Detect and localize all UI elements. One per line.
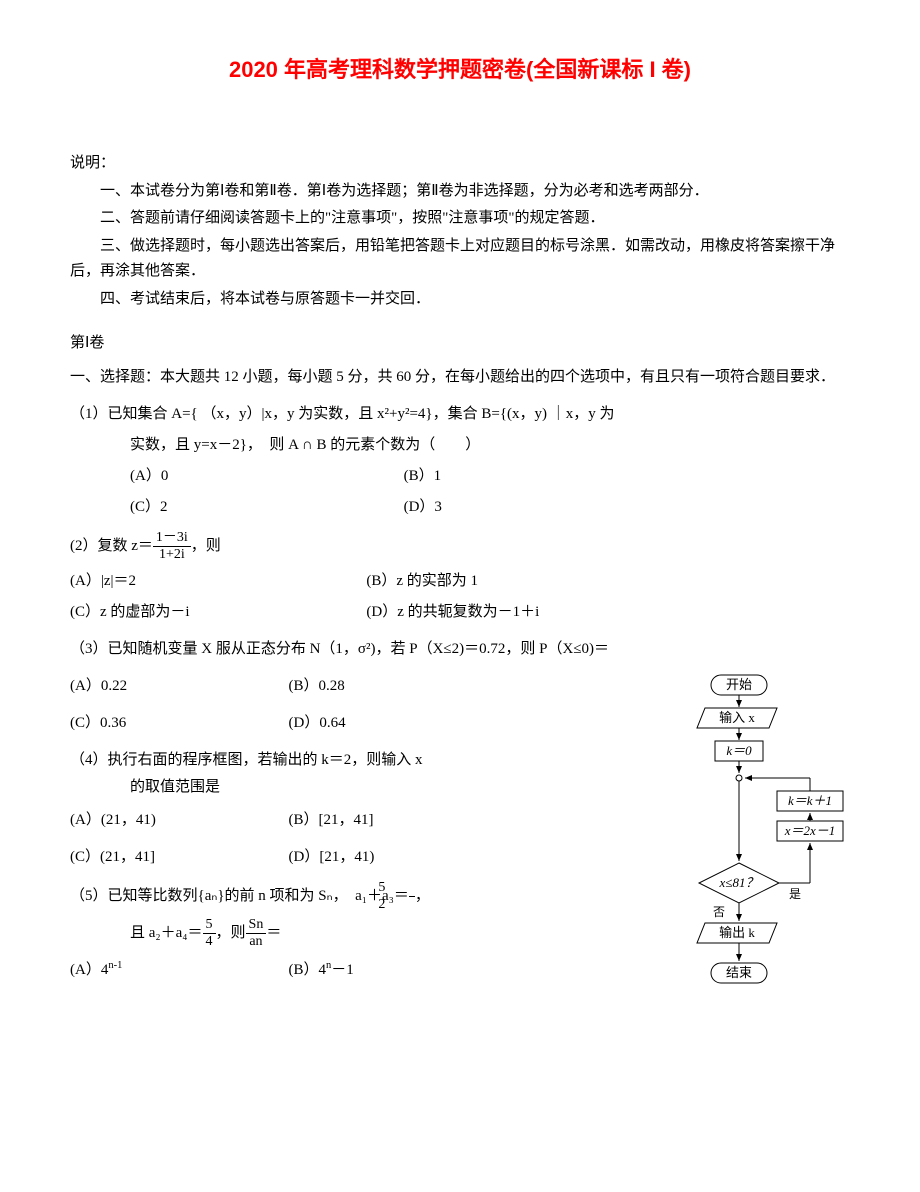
q3-option-a: (A）0.22: [70, 673, 289, 700]
q5-option-b: (B）4n－1: [289, 957, 577, 984]
q2-prefix: (2）复数 z＝: [70, 538, 153, 554]
q3-text: （3）已知随机变量 X 服从正态分布 N（1，σ²)，若 P（X≤2)＝0.72…: [70, 636, 850, 663]
q4-text-line2: 的取值范围是: [130, 774, 645, 801]
q1-text-line2: 实数，且 y=x－2}， 则 A ∩ B 的元素个数为（ ）: [130, 432, 850, 459]
svg-text:否: 否: [713, 904, 725, 918]
question-4: （4）执行右面的程序框图，若输出的 k＝2，则输入 x 的取值范围是 (A）(2…: [70, 747, 645, 871]
svg-text:结束: 结束: [726, 965, 752, 980]
q4-option-a: (A）(21，41): [70, 807, 289, 834]
svg-text:k＝k＋1: k＝k＋1: [788, 793, 832, 808]
section-1-header: 第Ⅰ卷: [70, 330, 850, 357]
q1-option-d: (D）3: [404, 494, 764, 521]
instructions-label: 说明：: [70, 150, 850, 177]
q4-text-line1: （4）执行右面的程序框图，若输出的 k＝2，则输入 x: [130, 747, 645, 774]
q4-option-c: (C）(21，41]: [70, 844, 289, 871]
q1-option-b: (B）1: [404, 463, 764, 490]
q2-option-b: (B）z 的实部为 1: [366, 568, 850, 595]
q2-option-a: (A）|z|＝2: [70, 568, 366, 595]
q2-fraction: 1－3i1+2i: [153, 531, 191, 562]
question-1: （1）已知集合 A={ （x，y）|x，y 为实数，且 x²+y²=4}，集合 …: [70, 401, 850, 521]
q4-option-d: (D）[21，41): [289, 844, 577, 871]
instruction-2: 二、答题前请仔细阅读答题卡上的"注意事项"，按照"注意事项"的规定答题．: [70, 206, 850, 232]
svg-text:开始: 开始: [726, 677, 752, 692]
q5-line2-suffix: ＝: [266, 925, 281, 941]
question-2: (2）复数 z＝1－3i1+2i，则 (A）|z|＝2 (B）z 的实部为 1 …: [70, 531, 850, 626]
svg-text:输出 k: 输出 k: [719, 925, 755, 940]
instructions-block: 说明： 一、本试卷分为第Ⅰ卷和第Ⅱ卷．第Ⅰ卷为选择题；第Ⅱ卷为非选择题，分为必考…: [70, 150, 850, 313]
flowchart-diagram: 开始 输入 x k＝0 k＝k＋1 x＝2x－1: [655, 673, 850, 1003]
q5-line2-prefix: 且 a₂＋a₄＝: [130, 925, 203, 941]
instruction-4: 四、考试结束后，将本试卷与原答题卡一并交回．: [70, 287, 850, 313]
q3-option-b: (B）0.28: [289, 673, 577, 700]
svg-text:是: 是: [789, 886, 801, 900]
q5-line2-mid: ，则: [216, 925, 246, 941]
q5-prefix: （5）已知等比数列{aₙ}的前 n 项和为 Sₙ， a₁＋a₃＝: [70, 888, 409, 904]
q1-option-a: (A）0: [130, 463, 404, 490]
q2-option-c: (C）z 的虚部为－i: [70, 599, 366, 626]
questions-with-diagram: (A）0.22 (B）0.28 (C）0.36 (D）0.64 （4）执行右面的…: [70, 673, 850, 1003]
q1-text-line1: （1）已知集合 A={ （x，y）|x，y 为实数，且 x²+y²=4}，集合 …: [130, 401, 850, 428]
instruction-1: 一、本试卷分为第Ⅰ卷和第Ⅱ卷．第Ⅰ卷为选择题；第Ⅱ卷为非选择题，分为必考和选考两…: [70, 179, 850, 205]
q2-suffix: ，则: [191, 538, 221, 554]
svg-text:k＝0: k＝0: [726, 743, 752, 758]
section-1-desc: 一、选择题：本大题共 12 小题，每小题 5 分，共 60 分，在每小题给出的四…: [130, 365, 850, 391]
svg-text:x＝2x－1: x＝2x－1: [784, 823, 836, 838]
q4-option-b: (B）[21，41]: [289, 807, 577, 834]
page-title: 2020 年高考理科数学押题密卷(全国新课标 I 卷): [70, 50, 850, 90]
q5-frac2: 54: [203, 918, 216, 949]
q1-option-c: (C）2: [130, 494, 404, 521]
q3-option-d: (D）0.64: [289, 710, 577, 737]
q2-option-d: (D）z 的共轭复数为－1＋i: [366, 599, 850, 626]
question-3: （3）已知随机变量 X 服从正态分布 N（1，σ²)，若 P（X≤2)＝0.72…: [70, 636, 850, 663]
question-5: （5）已知等比数列{aₙ}的前 n 项和为 Sₙ， a₁＋a₃＝52， 且 a₂…: [70, 881, 645, 984]
q5-frac3: Snan: [246, 918, 267, 949]
svg-text:x≤81？: x≤81？: [719, 875, 759, 890]
instruction-3: 三、做选择题时，每小题选出答案后，用铅笔把答题卡上对应题目的标号涂黑．如需改动，…: [70, 234, 850, 285]
svg-text:输入 x: 输入 x: [719, 710, 755, 725]
q5-option-a: (A）4n-1: [70, 957, 289, 984]
q5-mid1: ，: [415, 888, 430, 904]
q3-option-c: (C）0.36: [70, 710, 289, 737]
